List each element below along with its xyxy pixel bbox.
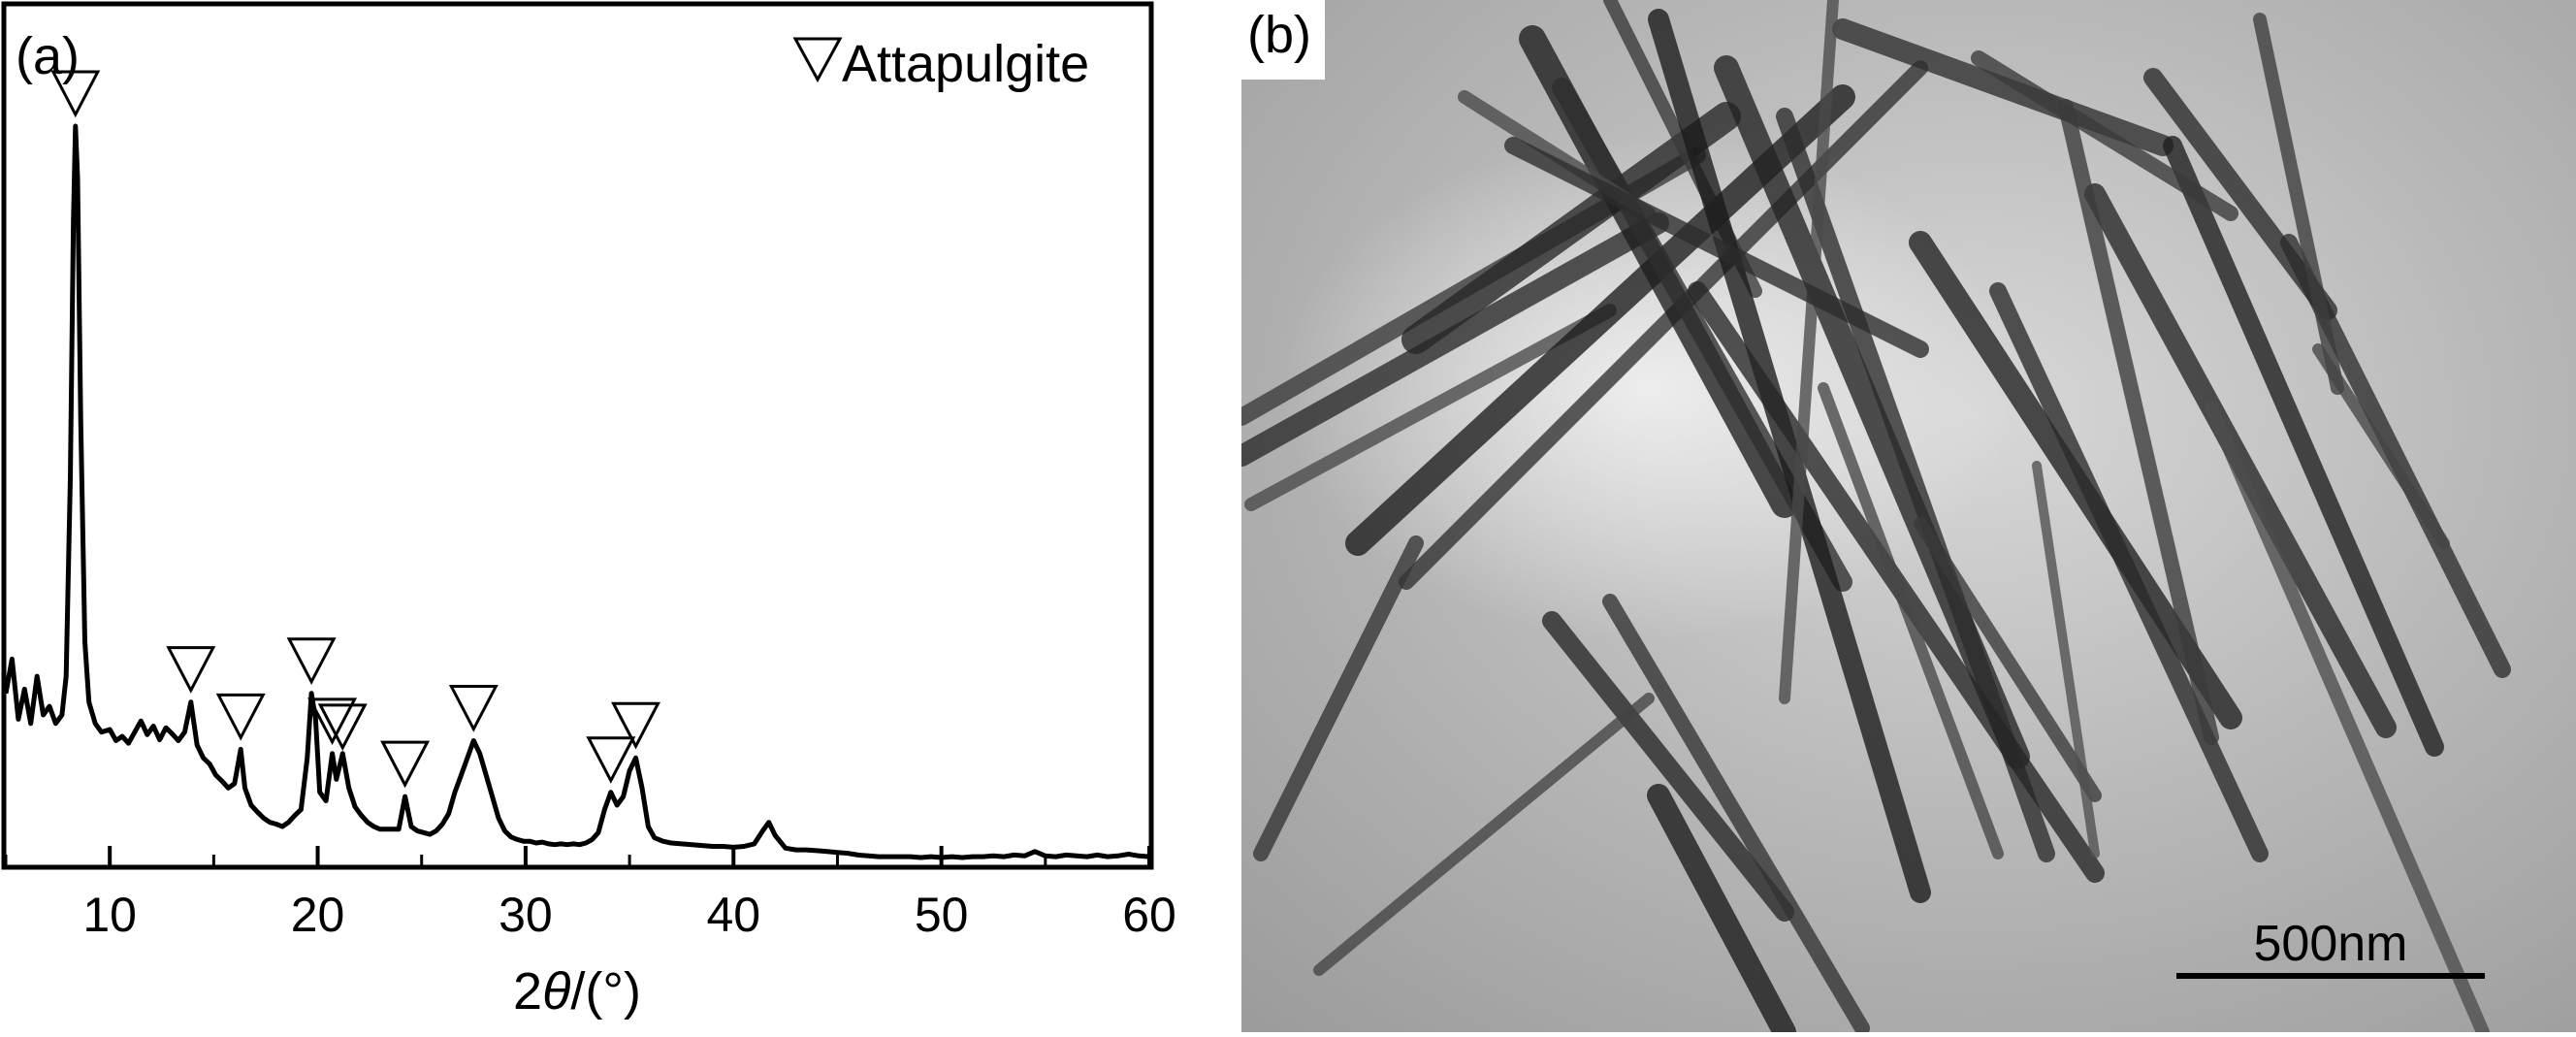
scale-bar-line <box>2176 973 2485 979</box>
plot-frame <box>1 1 1154 870</box>
x-tick-label-60: 60 <box>1122 888 1176 942</box>
nanofiber-rod-30 <box>1914 517 2102 802</box>
nanofiber-rod-5 <box>1399 60 1928 590</box>
nanofiber-rod-19 <box>2205 401 2490 1037</box>
scale-bar: 500nm <box>2176 916 2485 979</box>
nanofiber-rod-29 <box>1313 693 1655 976</box>
x-axis-label-symbol: θ <box>542 962 570 1021</box>
tem-panel: (b) 500nm <box>1231 0 2576 1037</box>
xrd-pattern-line <box>3 123 1150 860</box>
peak-marker-9 <box>586 736 636 784</box>
x-tick-label-40: 40 <box>706 888 760 942</box>
nanofiber-rod-22 <box>2143 68 2337 320</box>
nanofiber-rod-28 <box>1253 535 1424 861</box>
x-axis-tick-labels: 10 20 30 40 50 60 <box>82 888 1175 942</box>
chart-legend: Attapulgite <box>792 35 1089 93</box>
peak-marker-6 <box>317 703 368 752</box>
x-tick-label-50: 50 <box>915 888 969 942</box>
nanofiber-rod-34 <box>1818 382 2004 859</box>
x-axis-label: 2θ/(°) <box>513 962 641 1021</box>
nanofiber-rod-24 <box>1779 0 1839 704</box>
nanofiber-rod-1 <box>1231 212 1669 467</box>
scale-bar-label: 500nm <box>2254 916 2408 972</box>
peak-marker-8 <box>448 685 499 732</box>
peak-marker-10 <box>611 701 660 750</box>
x-tick-label-20: 20 <box>291 888 345 942</box>
peak-marker-2 <box>166 646 216 694</box>
nanofiber-rod-26 <box>1602 594 1870 1036</box>
nanofiber-rod-15 <box>1909 231 2242 729</box>
nanofiber-rod-33 <box>1504 137 1929 358</box>
peak-marker-3 <box>215 693 266 741</box>
peak-markers <box>50 70 660 789</box>
nanofiber-rod-27 <box>1647 784 1796 1037</box>
peak-marker-1 <box>50 70 101 118</box>
nanofiber-rod-18 <box>2163 136 2444 757</box>
panel-label-b: (b) <box>1247 6 1311 64</box>
nanofiber-rod-35 <box>2032 461 2100 859</box>
nanofiber-rod-31 <box>1971 50 2238 221</box>
panel-label-a: (a) <box>16 27 80 85</box>
nanofiber-rod-36 <box>2312 343 2450 549</box>
x-tick-label-30: 30 <box>499 888 553 942</box>
xrd-panel: 10 20 30 40 50 60 (a) Attapulgite 2θ/(°) <box>0 0 1188 1032</box>
nanofiber-rod-21 <box>2058 99 2219 745</box>
x-tick-label-10: 10 <box>82 888 137 942</box>
legend-marker-icon <box>792 37 843 83</box>
x-axis-label-prefix: 2 <box>513 962 542 1021</box>
tem-micrograph: (b) 500nm <box>1231 0 2576 1037</box>
nanofiber-rod-14 <box>1832 18 2174 156</box>
nanofiber-rod-10 <box>1648 9 1931 903</box>
nanofiber-rod-6 <box>1401 102 1741 354</box>
legend-label: Attapulgite <box>842 35 1089 93</box>
nanofiber-rod-23 <box>2253 13 2344 395</box>
nanofiber-rod-25 <box>1542 611 1794 922</box>
peak-marker-5 <box>307 697 358 746</box>
nanofiber-rod-3 <box>1244 304 1617 511</box>
nanofiber-rods <box>1231 0 2511 1037</box>
peak-marker-7 <box>380 740 431 789</box>
peak-marker-4 <box>286 637 337 686</box>
panel-label-b-background <box>1241 0 1325 80</box>
xrd-chart: 10 20 30 40 50 60 (a) Attapulgite 2θ/(°) <box>1 1 1176 1021</box>
nanofiber-rod-16 <box>1989 282 2269 862</box>
x-axis-label-suffix: /(°) <box>570 962 641 1021</box>
